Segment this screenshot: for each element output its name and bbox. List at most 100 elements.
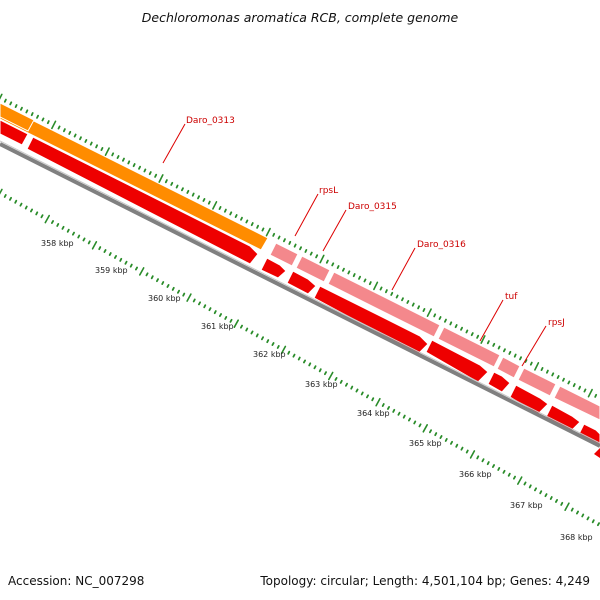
red-feature-small-3[interactable]: [487, 371, 511, 393]
minor-tick: [66, 228, 70, 233]
minor-tick: [318, 368, 322, 373]
minor-tick: [384, 289, 388, 294]
minor-tick: [116, 155, 120, 160]
minor-tick: [175, 184, 179, 189]
minor-tick: [9, 101, 13, 106]
red-feature-start[interactable]: [0, 119, 29, 146]
minor-tick: [513, 353, 517, 358]
minor-tick: [36, 114, 39, 119]
page-title: Dechloromonas aromatica RCB, complete ge…: [141, 10, 459, 25]
minor-tick: [323, 371, 328, 376]
red-feature-mid[interactable]: [313, 285, 429, 355]
minor-tick: [449, 321, 453, 326]
pink-feature-between[interactable]: [496, 356, 521, 379]
minor-tick: [164, 179, 168, 184]
pink-feature-tuf[interactable]: [437, 326, 501, 368]
major-tick: [158, 174, 164, 183]
minor-tick: [560, 501, 564, 506]
minor-tick: [261, 227, 265, 232]
minor-tick: [567, 380, 571, 385]
orange-feature-daro-0313[interactable]: [0, 103, 269, 251]
minor-tick: [578, 385, 581, 390]
red-feature-long[interactable]: [26, 136, 259, 265]
backbone-highlight: [0, 140, 600, 444]
red-feature-small-1[interactable]: [260, 257, 287, 279]
red-feature-small-4[interactable]: [509, 384, 549, 415]
minor-tick: [413, 420, 417, 425]
minor-tick: [95, 144, 98, 149]
pink-feature-rpsj[interactable]: [517, 367, 557, 397]
minor-tick: [497, 345, 501, 350]
orange-feature-start[interactable]: [0, 102, 35, 132]
minor-tick: [240, 216, 243, 221]
minor-tick: [583, 388, 587, 393]
minor-tick: [339, 379, 343, 384]
minor-tick: [63, 128, 66, 133]
minor-tick: [3, 193, 7, 198]
red-feature-small-2[interactable]: [286, 270, 317, 295]
gene-label-daro-0316[interactable]: Daro_0316: [417, 240, 466, 250]
minor-tick: [229, 211, 233, 216]
pink-feature-rpsl[interactable]: [269, 242, 299, 267]
minor-tick: [344, 382, 349, 387]
minor-tick: [87, 240, 91, 245]
gene-label-tuf[interactable]: tuf: [505, 292, 518, 302]
major-tick: [375, 397, 381, 407]
pink-feature-daro-0315[interactable]: [295, 255, 331, 283]
minor-tick: [352, 273, 356, 278]
minor-tick: [486, 340, 490, 345]
major-tick: [516, 476, 523, 485]
gene-label-daro-0315[interactable]: Daro_0315: [348, 202, 397, 212]
minor-tick: [586, 516, 590, 521]
major-tick: [426, 308, 432, 318]
minor-tick: [208, 307, 212, 312]
leader-line-rpsl: [294, 193, 319, 237]
minor-tick: [207, 200, 211, 205]
minor-tick: [129, 263, 133, 268]
scale-label: 366 kbp: [459, 470, 492, 479]
minor-tick: [386, 405, 391, 410]
minor-tick: [24, 205, 28, 210]
minor-tick: [309, 251, 313, 256]
scale-label: 358 kbp: [41, 239, 74, 248]
pink-feature-daro-0316[interactable]: [327, 271, 441, 338]
leader-line-daro-0316: [391, 247, 416, 291]
minor-tick: [315, 254, 319, 259]
scale-label: 367 kbp: [510, 501, 543, 510]
minor-tick: [41, 117, 45, 122]
minor-tick: [56, 222, 60, 227]
scale-label: 362 kbp: [253, 350, 286, 359]
scale-label: 364 kbp: [357, 409, 390, 418]
minor-tick: [297, 356, 301, 361]
minor-tick: [148, 171, 152, 176]
minor-tick: [491, 464, 496, 469]
minor-tick: [308, 362, 312, 367]
minor-tick: [528, 484, 532, 489]
minor-tick: [497, 466, 501, 471]
minor-tick: [355, 388, 359, 393]
minor-tick: [203, 304, 207, 309]
minor-tick: [368, 281, 372, 286]
minor-tick: [519, 356, 522, 361]
major-tick: [51, 120, 57, 130]
red-feature-small-5[interactable]: [545, 404, 581, 433]
red-feature-mid-2[interactable]: [425, 339, 489, 383]
minor-tick: [470, 332, 474, 337]
minor-tick: [250, 330, 254, 335]
gene-label-rpsl[interactable]: rpsL: [319, 186, 338, 196]
minor-tick: [449, 440, 454, 445]
minor-tick: [502, 469, 506, 474]
minor-tick: [371, 397, 375, 402]
major-tick: [319, 254, 325, 264]
minor-tick: [529, 361, 533, 366]
minor-tick: [40, 214, 44, 219]
minor-tick: [444, 437, 448, 442]
minor-tick: [422, 307, 426, 313]
minor-tick: [392, 408, 396, 413]
gene-label-rpsj[interactable]: rpsJ: [548, 318, 565, 328]
gene-label-daro-0313[interactable]: Daro_0313: [186, 116, 235, 126]
major-tick: [233, 319, 239, 329]
pink-feature-end[interactable]: [553, 385, 600, 421]
red-feature-end[interactable]: [594, 448, 600, 458]
